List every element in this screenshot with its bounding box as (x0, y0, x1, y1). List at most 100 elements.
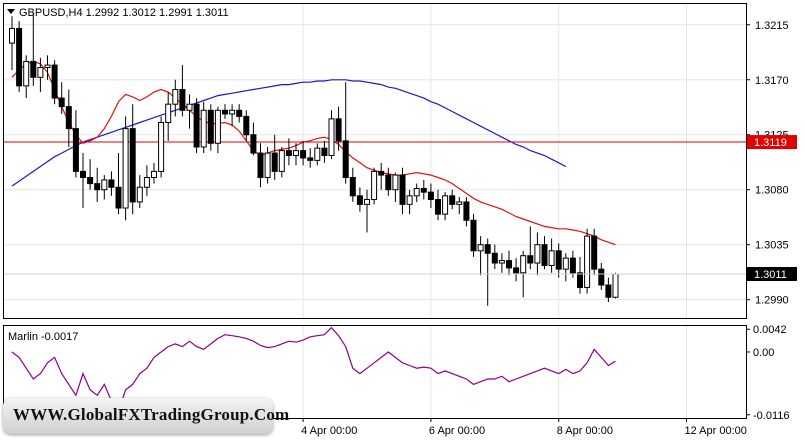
candle (392, 172, 399, 202)
candle-body (335, 118, 342, 142)
candlesticks (9, 12, 619, 306)
indicator-name: Marlin -0.0017 (8, 331, 78, 343)
candle-body (271, 152, 278, 172)
candle (356, 187, 363, 212)
candle-body (513, 267, 520, 274)
candle-body (143, 176, 150, 188)
candle (9, 16, 15, 70)
candle-body (9, 27, 15, 44)
candle (442, 192, 449, 221)
current-price-label: 1.3011 (754, 269, 787, 281)
candle-body (591, 235, 598, 270)
candle-body (534, 244, 541, 264)
candle (186, 94, 193, 129)
candle-body (250, 134, 257, 154)
candle (541, 236, 548, 270)
price-tick-label: 1.3170 (755, 75, 789, 87)
candle (271, 134, 278, 180)
candle (598, 263, 605, 290)
candle (222, 104, 228, 119)
candle (349, 167, 356, 202)
candle (321, 140, 328, 163)
candle-body (406, 195, 413, 205)
candle (314, 143, 321, 166)
chart-menu-triangle-icon[interactable] (7, 9, 15, 14)
candle-body (293, 150, 299, 157)
candle (214, 106, 221, 154)
candle-body (449, 195, 456, 205)
candle (264, 146, 271, 184)
price-axis: 1.32151.31701.31251.30801.30351.29901.31… (4, 20, 797, 307)
candle (555, 243, 562, 278)
candle (16, 21, 23, 92)
candle-body (399, 174, 406, 205)
candle-body (30, 60, 37, 78)
candle-body (307, 157, 314, 161)
candle-body (470, 219, 477, 252)
indicator-tick-label: -0.0116 (753, 410, 790, 422)
symbol-header: GBPUSD,H4 1.2992 1.3012 1.2991 1.3011 (19, 7, 229, 19)
candle (577, 256, 583, 294)
ma-blue-series (11, 79, 567, 187)
candle-body (342, 140, 349, 178)
candle (364, 189, 370, 233)
price-tick-label: 1.3035 (755, 240, 789, 252)
candle-body (477, 244, 484, 252)
candle-body (413, 187, 420, 197)
current-price-box (747, 267, 797, 282)
candle-body (179, 89, 186, 111)
candle-body (548, 250, 555, 266)
candle-body (136, 186, 143, 203)
candle (179, 65, 186, 117)
candle-body (44, 64, 51, 69)
candle (136, 175, 143, 209)
candle (385, 167, 392, 196)
candle-body (23, 60, 30, 87)
candle (513, 258, 520, 282)
candle-body (555, 250, 562, 270)
candle (243, 110, 250, 141)
candle (250, 122, 257, 156)
candle-body (605, 284, 612, 298)
candle (257, 143, 264, 188)
candle (172, 79, 179, 117)
candle (87, 159, 94, 190)
candle-body (200, 109, 207, 148)
candle (328, 110, 335, 160)
candle-body (165, 103, 172, 124)
candle (406, 189, 413, 215)
candle-body (257, 152, 264, 178)
candle (165, 91, 172, 141)
candle (58, 82, 65, 114)
candle (562, 253, 569, 282)
watermark-logo: WWW.GlobalFXTradingGroup.Com (3, 398, 289, 434)
watermark-text: WWW.GlobalFXTradingGroup.Com (13, 405, 290, 424)
candle (129, 104, 136, 215)
candle (413, 183, 420, 202)
indicator-tick-label: 0.0042 (753, 324, 787, 336)
candle (427, 183, 434, 209)
candle (122, 116, 129, 221)
candle (65, 89, 72, 147)
candle-body (122, 128, 129, 209)
price-tick-label: 1.2990 (755, 295, 789, 307)
candle-body (420, 187, 427, 193)
candle-body (378, 170, 385, 176)
candle-body (72, 128, 79, 172)
candle (236, 104, 243, 123)
candle-body (264, 152, 271, 178)
candle (278, 146, 285, 178)
ma-red-line (11, 60, 616, 246)
candle-body (193, 103, 200, 148)
candle-body (385, 174, 392, 191)
candle-body (229, 109, 236, 115)
candle (44, 55, 51, 80)
candle-body (51, 64, 58, 99)
candle (335, 106, 342, 151)
candle (37, 57, 44, 92)
candle-body (442, 195, 449, 215)
candle-body (37, 67, 44, 78)
candle-body (612, 273, 619, 298)
candle-body (349, 176, 356, 197)
